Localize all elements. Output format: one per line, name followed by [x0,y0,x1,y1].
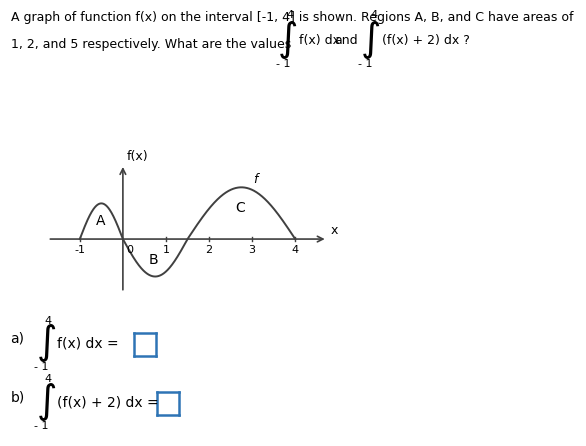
Text: - 1: - 1 [34,362,48,372]
Text: $\int$: $\int$ [36,322,56,364]
Text: 0: 0 [126,245,133,255]
Text: (f(x) + 2) dx =: (f(x) + 2) dx = [57,395,159,409]
Text: f(x): f(x) [127,150,149,163]
Text: 4: 4 [45,375,52,384]
Text: - 1: - 1 [359,59,373,69]
Text: 3: 3 [248,245,255,255]
Text: a): a) [11,332,25,346]
Text: - 1: - 1 [34,421,48,431]
Text: - 1: - 1 [276,59,290,69]
Text: (f(x) + 2) dx ?: (f(x) + 2) dx ? [382,33,470,47]
Text: f(x) dx: f(x) dx [299,33,340,47]
Text: f: f [253,173,258,186]
Text: 4: 4 [45,316,52,326]
Text: B: B [149,253,159,267]
Text: 4: 4 [370,10,377,20]
Text: 1: 1 [162,245,169,255]
Text: -1: -1 [74,245,86,255]
Text: 4: 4 [292,245,299,255]
Text: 4: 4 [287,10,294,20]
Text: f(x) dx =: f(x) dx = [57,336,119,351]
Text: x: x [331,224,338,237]
Text: A graph of function f(x) on the interval [-1, 4] is shown. Regions A, B, and C h: A graph of function f(x) on the interval… [11,11,573,24]
Text: and: and [334,33,357,47]
Text: $\int$: $\int$ [277,19,297,61]
Text: b): b) [11,391,25,405]
Text: 1, 2, and 5 respectively. What are the values: 1, 2, and 5 respectively. What are the v… [11,38,291,51]
Text: A: A [96,214,105,227]
Text: C: C [235,201,245,215]
Text: $\int$: $\int$ [36,381,56,423]
Text: 2: 2 [206,245,213,255]
Text: $\int$: $\int$ [360,19,380,61]
